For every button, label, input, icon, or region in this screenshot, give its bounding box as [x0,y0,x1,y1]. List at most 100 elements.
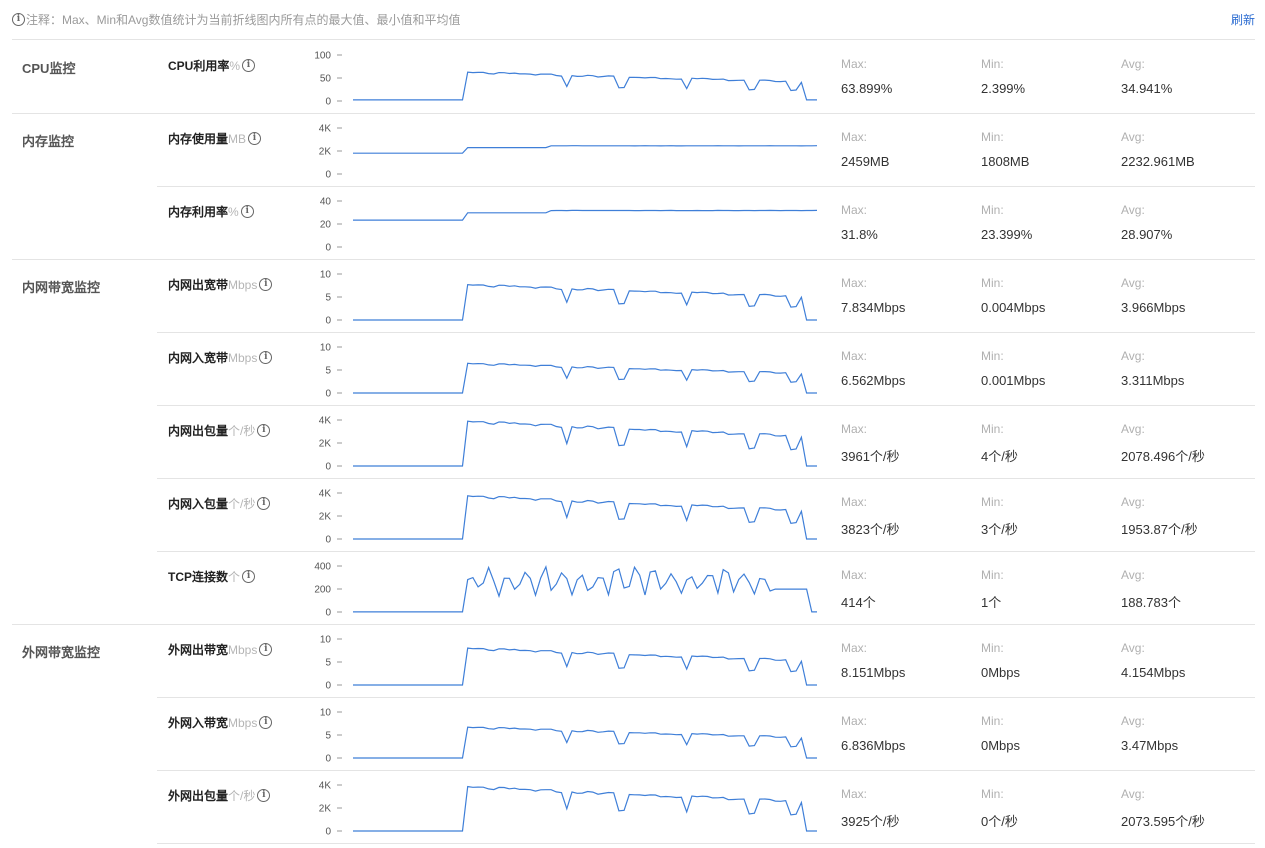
series-line [353,495,817,540]
stat-min: Min: 0.004Mbps [981,276,1045,315]
note-bar: i 注释：Max、Min和Avg数值统计为当前折线图内所有点的最大值、最小值和平… [12,11,460,28]
stat-avg-label: Avg: [1121,349,1145,363]
stat-avg: Avg: 3.311Mbps [1121,349,1184,388]
info-icon[interactable]: i [242,59,256,72]
stat-max: Max: 3961个/秒 [841,422,900,465]
tick-label: 10 [320,270,332,281]
metric-unit: 个 [228,570,241,584]
divider [12,39,1255,40]
metric-chart: 10 5 0 [300,703,830,769]
group-divider [12,624,1255,625]
tick-label: 5 [325,658,331,669]
stat-min-label: Min: [981,568,1004,582]
metric-chart: 4K 2K 0 [300,484,830,550]
stat-max-label: Max: [841,422,868,436]
stat-avg: Avg: 3.966Mbps [1121,276,1185,315]
stat-min-value: 0.004Mbps [981,300,1046,315]
tick-label: 0 [325,170,331,181]
info-icon[interactable]: i [240,205,254,218]
stat-min: Min: 0Mbps [981,641,1020,680]
stat-avg: Avg: 188.783个 [1121,568,1181,611]
stat-avg-label: Avg: [1121,57,1145,71]
stat-min: Min: 3个/秒 [981,495,1018,538]
stat-max-value: 8.151Mbps [841,665,906,680]
stat-min: Min: 0Mbps [981,714,1020,753]
metric-unit: 个/秒 [228,497,256,511]
info-icon[interactable]: i [259,643,273,656]
tick-label: 0 [325,462,331,473]
stat-max-label: Max: [841,276,868,290]
row-divider [157,551,1255,552]
info-icon[interactable]: i [257,497,271,510]
stat-avg-label: Avg: [1121,787,1145,801]
stat-max-label: Max: [841,130,868,144]
info-icon[interactable]: i [242,570,256,583]
stat-max-value: 3823个/秒 [841,522,900,537]
group-title: 外网带宽监控 [22,645,101,660]
row-divider [157,405,1255,406]
metric-unit: 个/秒 [228,424,256,438]
info-icon[interactable]: i [259,351,273,364]
stat-max-label: Max: [841,349,868,363]
info-icon[interactable]: i [259,278,273,291]
stat-min: Min: 0.001Mbps [981,349,1045,388]
stat-min-value: 0Mbps [981,665,1021,680]
stat-avg: Avg: 2232.961MB [1121,130,1195,169]
series-line [353,726,817,759]
series-line [353,647,817,686]
info-icon[interactable]: i [259,716,273,729]
stat-max-label: Max: [841,568,868,582]
metric-name: TCP连接数 [168,570,229,584]
stat-max: Max: 6.836Mbps [841,714,905,753]
tick-label: 0 [325,754,331,765]
stat-max-value: 6.562Mbps [841,373,906,388]
metric-unit: % [228,204,239,219]
stat-min-label: Min: [981,495,1004,509]
tick-label: 4K [319,124,332,135]
metric-chart: 4K 2K 0 [300,119,830,185]
metric-label: 外网入带宽 Mbps i [168,714,273,731]
tick-label: 2K [319,512,332,523]
metric-unit: Mbps [228,350,258,365]
group-divider [12,113,1255,114]
row-divider [157,843,1255,844]
stat-max: Max: 31.8% [841,203,878,242]
tick-label: 50 [320,74,332,85]
tick-label: 5 [325,366,331,377]
stat-min-value: 1个 [981,595,1002,610]
stat-min: Min: 2.399% [981,57,1025,96]
stat-avg-value: 28.907% [1121,227,1173,242]
line-chart: 4K 2K 0 [319,781,817,838]
row-divider [157,770,1255,771]
stat-max-value: 414个 [841,595,876,610]
stat-min: Min: 1个 [981,568,1004,611]
stat-avg-label: Avg: [1121,422,1145,436]
stat-avg-value: 1953.87个/秒 [1121,522,1198,537]
stat-avg-value: 2232.961MB [1121,154,1195,169]
series-line [353,565,817,613]
metric-label: 外网出包量 个/秒 i [168,787,271,804]
stat-avg: Avg: 4.154Mbps [1121,641,1185,680]
info-icon[interactable]: i [257,424,271,437]
info-icon[interactable]: i [257,789,271,802]
stat-max-value: 63.899% [841,81,893,96]
row-divider [157,697,1255,698]
stat-max-value: 3925个/秒 [841,814,900,829]
stat-max: Max: 8.151Mbps [841,641,905,680]
stat-avg: Avg: 28.907% [1121,203,1172,242]
stat-avg-value: 3.966Mbps [1121,300,1186,315]
info-icon[interactable]: i [248,132,262,145]
stat-avg-value: 3.47Mbps [1121,738,1179,753]
tick-label: 0 [325,608,331,619]
tick-label: 10 [320,635,332,646]
tick-label: 2K [319,147,332,158]
tick-label: 10 [320,708,332,719]
stat-max: Max: 2459MB [841,130,889,169]
stat-min-label: Min: [981,422,1004,436]
metric-chart: 400 200 0 [300,557,830,623]
stat-max: Max: 7.834Mbps [841,276,905,315]
series-line [353,283,817,321]
refresh-button[interactable]: 刷新 [1230,13,1255,27]
metric-unit: MB [228,131,247,146]
line-chart: 400 200 0 [314,562,817,619]
